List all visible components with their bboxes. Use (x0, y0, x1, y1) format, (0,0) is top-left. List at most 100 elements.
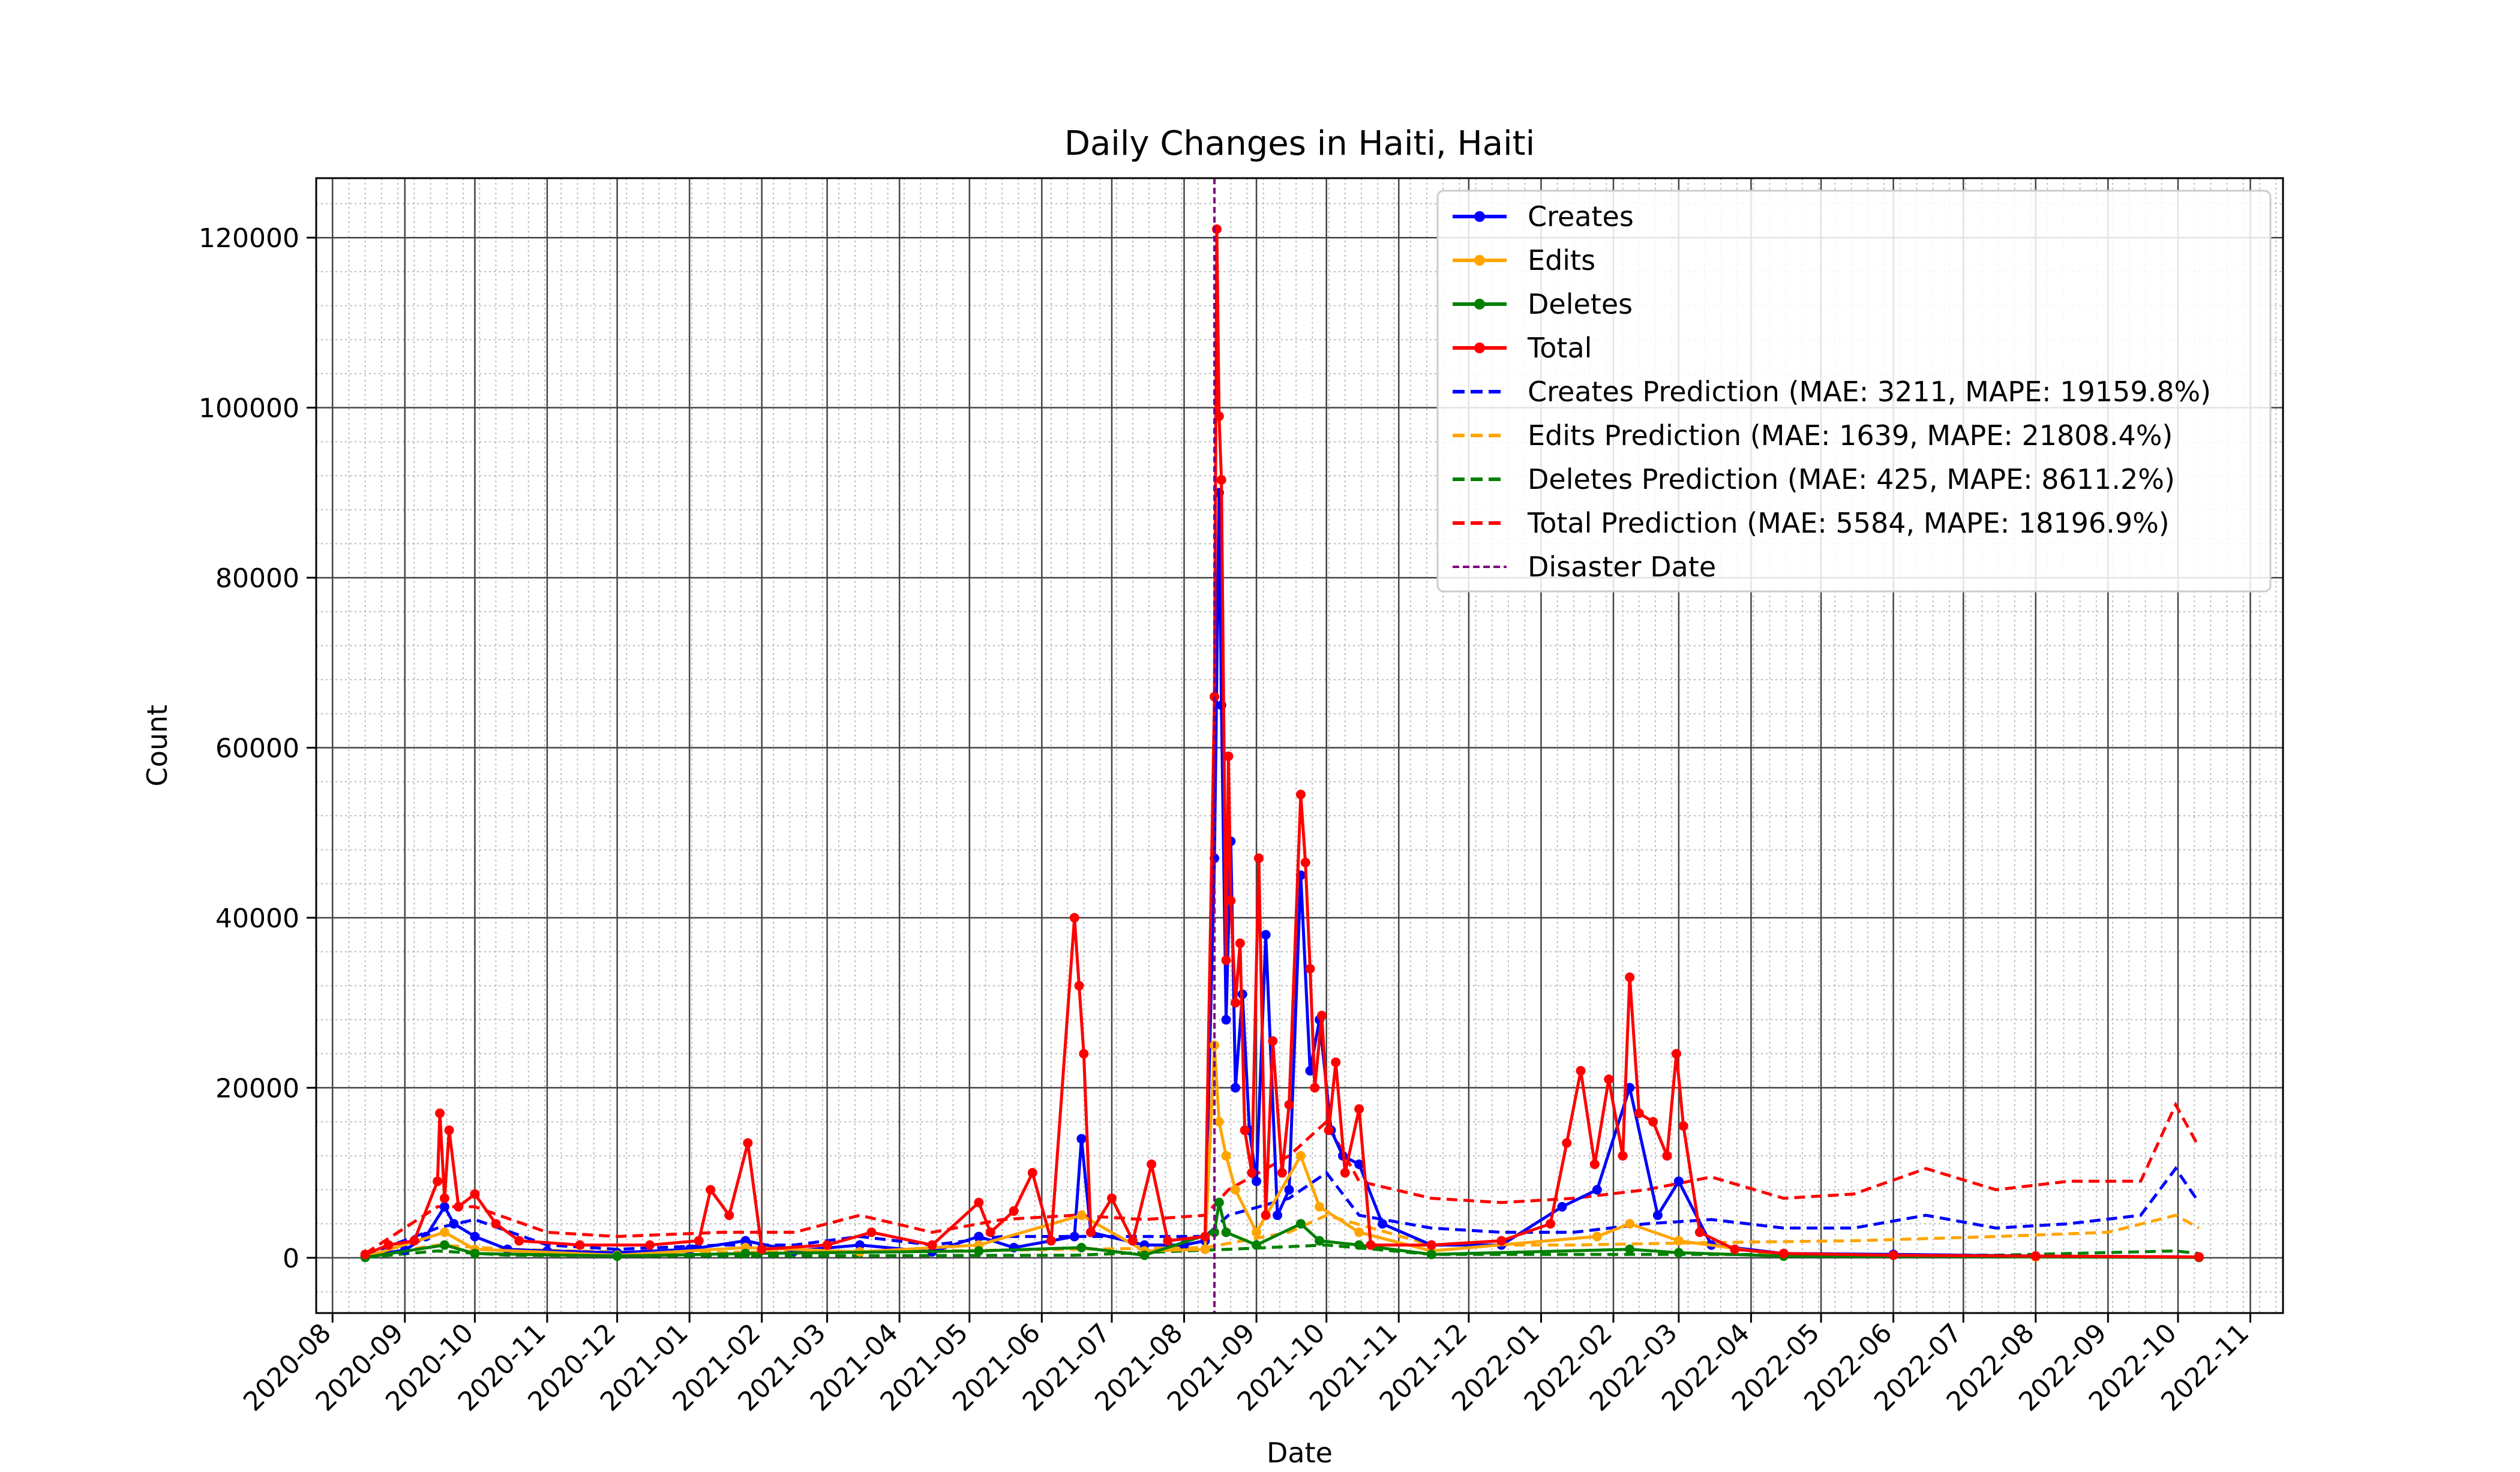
data-point (1592, 1185, 1602, 1195)
data-point (1200, 1244, 1210, 1254)
y-tick-label: 100000 (199, 393, 299, 424)
data-point (1027, 1168, 1037, 1178)
y-axis-label: Count (141, 705, 173, 787)
data-point (1223, 751, 1234, 761)
series-total-prediction (364, 1101, 2201, 1255)
data-point (822, 1240, 832, 1250)
data-point (439, 1193, 449, 1203)
legend-label: Edits Prediction (MAE: 1639, MAPE: 21808… (1528, 419, 2173, 452)
y-tick-label: 40000 (215, 903, 299, 934)
y-tick-label: 80000 (215, 563, 299, 594)
data-point (439, 1201, 449, 1212)
legend-entry: Total Prediction (MAE: 5584, MAPE: 18196… (1453, 507, 2170, 539)
data-point (449, 1219, 459, 1229)
legend-label: Edits (1528, 244, 1595, 277)
y-tick-label: 120000 (199, 223, 299, 254)
series-deletes-prediction (365, 1243, 2200, 1259)
data-point (1235, 938, 1245, 948)
data-point (1546, 1219, 1556, 1229)
data-point (612, 1251, 622, 1261)
data-point (1496, 1236, 1507, 1246)
legend-entry: Deletes Prediction (MAE: 425, MAPE: 8611… (1453, 463, 2175, 495)
data-point (1295, 789, 1306, 800)
data-point (1214, 1117, 1224, 1127)
data-point (724, 1210, 734, 1221)
series-total (360, 224, 2204, 1262)
data-point (1310, 1083, 1320, 1093)
data-point (1200, 1231, 1210, 1242)
data-point (360, 1249, 370, 1260)
data-point (1305, 1066, 1315, 1076)
legend-entry: Deletes (1453, 288, 1633, 320)
legend-label: Disaster Date (1528, 551, 1716, 583)
data-point (1273, 1210, 1283, 1221)
data-point (1673, 1248, 1684, 1258)
legend: Creates Edits Deletes Total Creates Predicti… (1436, 190, 2272, 593)
data-point (514, 1236, 524, 1246)
data-point (1127, 1236, 1138, 1246)
data-point (1354, 1159, 1364, 1169)
data-point (1147, 1159, 1157, 1169)
data-point (470, 1189, 480, 1199)
data-point (454, 1201, 464, 1212)
legend-entry: Creates Prediction (MAE: 3211, MAPE: 191… (1453, 375, 2211, 408)
data-point (1163, 1236, 1173, 1246)
data-point (706, 1185, 716, 1195)
data-point (2030, 1251, 2041, 1261)
data-point (1295, 1150, 1306, 1161)
series-line (364, 1101, 2201, 1255)
data-point (1778, 1248, 1789, 1258)
y-tick-label: 0 (283, 1243, 299, 1274)
series-line (365, 1201, 2200, 1259)
data-point (1214, 411, 1224, 421)
data-point (1247, 1168, 1257, 1178)
data-point (1221, 1150, 1231, 1161)
legend-label: Total Prediction (MAE: 5584, MAPE: 18196… (1527, 507, 2170, 539)
data-point (1662, 1150, 1672, 1161)
legend-entry: Total (1453, 332, 1592, 364)
data-point (1625, 972, 1635, 983)
data-point (1268, 1036, 1278, 1046)
data-point (1221, 955, 1231, 965)
data-point (409, 1236, 419, 1246)
data-point (740, 1236, 751, 1246)
data-point (1009, 1206, 1019, 1216)
data-point (1076, 1210, 1087, 1221)
data-point (1210, 1227, 1220, 1237)
data-point (694, 1236, 704, 1246)
data-point (974, 1246, 984, 1256)
data-point (866, 1227, 877, 1237)
data-point (1221, 1015, 1231, 1025)
data-point (1216, 475, 1226, 485)
data-point (1354, 1240, 1364, 1250)
data-point (575, 1240, 585, 1250)
series-line (365, 1243, 2200, 1259)
data-point (1625, 1219, 1635, 1229)
data-point (1277, 1168, 1287, 1178)
data-point (1231, 998, 1241, 1008)
data-point (1231, 1083, 1241, 1093)
data-point (1252, 1227, 1262, 1237)
data-point (1652, 1210, 1663, 1221)
data-point (1354, 1104, 1364, 1114)
data-point (1315, 1236, 1325, 1246)
data-point (1284, 1185, 1294, 1195)
legend-box (1436, 190, 2272, 593)
data-point (1426, 1249, 1436, 1260)
data-point (855, 1240, 865, 1250)
data-point (1673, 1176, 1684, 1186)
data-point (1284, 1100, 1294, 1110)
data-point (1252, 1240, 1262, 1250)
data-point (1673, 1236, 1684, 1246)
data-point (985, 1227, 995, 1237)
data-point (435, 1108, 445, 1118)
data-point (1079, 1049, 1089, 1059)
data-point (1069, 912, 1079, 923)
data-point (1618, 1150, 1628, 1161)
data-point (1678, 1121, 1688, 1131)
data-point (1074, 981, 1084, 991)
data-point (444, 1125, 454, 1135)
data-point (1324, 1125, 1334, 1135)
legend-entry: Creates (1453, 200, 1634, 233)
y-tick-label: 20000 (215, 1073, 299, 1104)
